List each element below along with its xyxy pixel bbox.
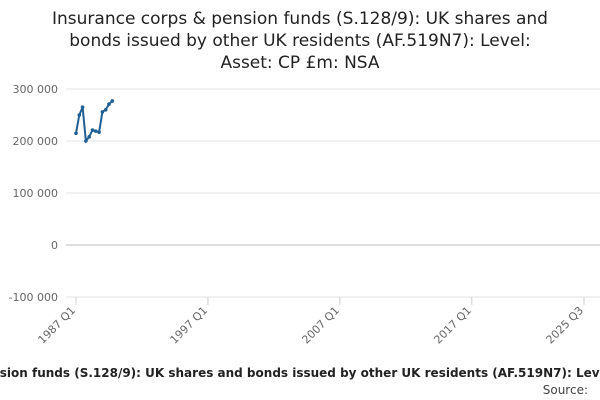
- point: [110, 99, 115, 103]
- point: [87, 135, 91, 139]
- source: Source:: [543, 383, 588, 397]
- y-tick-label: 100 000: [13, 187, 59, 200]
- x-tick-label: 2025 Q3: [544, 304, 587, 347]
- y-tick-label: 300 000: [13, 83, 59, 96]
- point: [97, 130, 101, 134]
- x-tick-label: 1987 Q1: [36, 304, 79, 347]
- y-tick-label: 200 000: [13, 135, 59, 148]
- x-tick-label: 2017 Q1: [431, 304, 474, 347]
- point: [90, 128, 95, 132]
- point: [100, 110, 105, 114]
- point: [74, 131, 78, 135]
- y-tick-label: 0: [51, 239, 58, 252]
- point: [107, 102, 111, 106]
- chart-title: Insurance corps & pension funds (S.128/9…: [52, 9, 548, 29]
- chart-title: Asset: CP £m: NSA: [220, 53, 379, 73]
- point: [93, 129, 98, 133]
- x-axis-title: Insurance corps & pension funds (S.128/9…: [0, 366, 600, 380]
- point: [103, 108, 108, 112]
- point: [77, 113, 82, 117]
- chart-title: bonds issued by other UK residents (AF.5…: [69, 31, 531, 51]
- x-tick-label: 2007 Q1: [299, 304, 342, 347]
- x-tick-label: 1997 Q1: [168, 304, 211, 347]
- y-tick-label: -100 000: [9, 291, 58, 304]
- point: [84, 139, 88, 143]
- point: [80, 105, 85, 109]
